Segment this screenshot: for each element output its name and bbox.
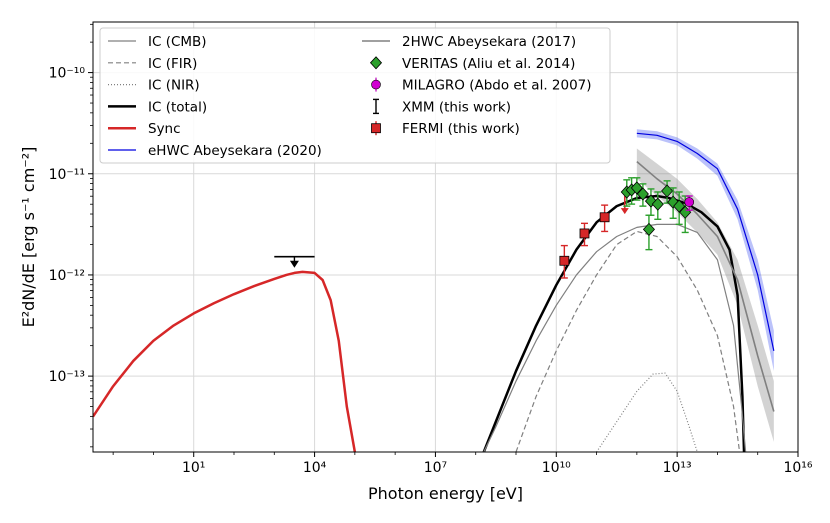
uncertainty-bands xyxy=(636,129,774,442)
y-axis-label: E²dN/dE [erg s⁻¹ cm⁻²] xyxy=(19,147,38,328)
plot-frame xyxy=(92,21,799,453)
legend-xmm-this-work-label: XMM (this work) xyxy=(402,99,511,115)
legend-ic-fir-label: IC (FIR) xyxy=(148,56,197,72)
legend-box xyxy=(99,27,611,164)
band-ehwc-abeysekara-2020- xyxy=(636,129,774,372)
veritas-point xyxy=(651,197,664,211)
y-tick-label: 10⁻¹² xyxy=(49,268,85,284)
legend-veritas-aliu-et-al-2014-label: VERITAS (Aliu et al. 2014) xyxy=(402,56,575,72)
fermi-upper-limit-arrow xyxy=(620,208,629,215)
curve-2hwc-abeysekara-2017- xyxy=(636,161,775,412)
veritas-point xyxy=(630,181,643,195)
fermi-point xyxy=(579,228,590,239)
x-axis-label: Photon energy [eV] xyxy=(368,484,523,503)
y-tick-label: 10⁻¹¹ xyxy=(49,167,85,183)
legend-ic-nir-label: IC (NIR) xyxy=(148,78,200,94)
fermi-point xyxy=(599,212,610,223)
curve-ehwc-abeysekara-2020- xyxy=(636,132,775,351)
legend-ehwc-abeysekara-2020-label: eHWC Abeysekara (2020) xyxy=(148,143,322,159)
y-tick-label: 10⁻¹⁰ xyxy=(49,66,86,82)
fermi-point xyxy=(559,255,570,266)
x-tick-label: 10¹ xyxy=(182,460,205,476)
band-2hwc-abeysekara-2017- xyxy=(636,148,774,442)
legend-fermi-this-work-swatch xyxy=(371,123,381,134)
milagro-point xyxy=(684,197,695,207)
x-tick-label: 10⁷ xyxy=(424,460,447,476)
legend-veritas-aliu-et-al-2014-swatch xyxy=(369,56,383,70)
legend-milagro-abdo-et-al-2007-label: MILAGRO (Abdo et al. 2007) xyxy=(402,78,592,94)
curve-ic-fir- xyxy=(515,230,741,452)
legend-ic-cmb-label: IC (CMB) xyxy=(148,34,207,50)
veritas-point xyxy=(673,199,686,213)
curve-ic-cmb- xyxy=(483,223,747,452)
xmm-upper-limit-arrow xyxy=(289,260,299,268)
axis-ticks: 10¹ 10⁴ 10⁷ 10¹⁰ 10¹³ 10¹⁶ 10⁻¹⁰ 10⁻¹¹ 10⁻¹² 10⁻¹… xyxy=(49,23,813,476)
veritas-point xyxy=(636,187,649,201)
x-tick-label: 10⁴ xyxy=(303,460,327,476)
x-tick-label: 10¹⁶ xyxy=(783,460,812,476)
x-tick-label: 10¹⁰ xyxy=(542,460,571,476)
legend: IC (CMB) IC (FIR) IC (NIR) IC (total) Sync eH… xyxy=(99,27,611,164)
curve-ic-nir- xyxy=(596,372,698,452)
curve-sync xyxy=(93,270,357,452)
model-curves xyxy=(93,132,775,452)
data-points xyxy=(274,177,695,279)
legend-fermi-this-work-label: FERMI (this work) xyxy=(402,121,520,137)
curve-ic-total- xyxy=(482,194,746,452)
legend-sync-label: Sync xyxy=(148,121,181,137)
y-tick-label: 10⁻¹³ xyxy=(49,369,85,385)
legend-milagro-abdo-et-al-2007-swatch xyxy=(371,79,381,90)
veritas-point xyxy=(642,222,655,237)
x-tick-label: 10¹³ xyxy=(663,460,692,476)
legend-2hwc-abeysekara-2017-label: 2HWC Abeysekara (2017) xyxy=(402,34,576,50)
legend-ic-total-label: IC (total) xyxy=(148,99,207,115)
